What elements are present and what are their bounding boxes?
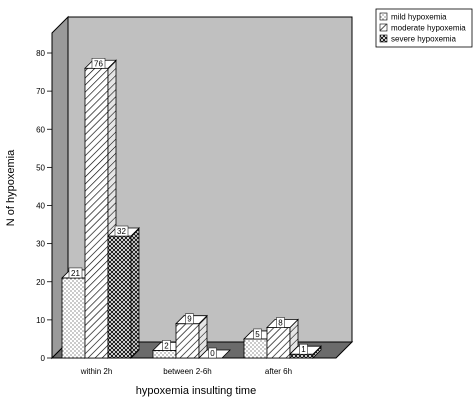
value-label-box [114, 225, 129, 237]
y-axis-label: N of hypoxemia [5, 149, 17, 226]
value-label-box [68, 267, 83, 279]
value-label-box [91, 58, 106, 69]
x-tick-label: within 2h [80, 367, 113, 376]
y-tick-label: 80 [36, 49, 45, 58]
legend-swatch [379, 23, 388, 32]
y-tick-label: 50 [36, 163, 45, 172]
value-label-box [299, 343, 308, 355]
legend-frame [375, 8, 473, 48]
y-tick-label: 60 [36, 125, 45, 134]
x-axis: within 2h between 2-6h after 6h [80, 367, 292, 376]
value-labels: 21 76 32 2 9 0 5 8 1 [68, 58, 308, 359]
bar-front [61, 277, 86, 359]
legend-swatch [379, 12, 388, 21]
y-tick-label: 40 [36, 202, 45, 211]
x-tick-label: after 6h [265, 367, 292, 376]
y-axis: 0 10 20 30 40 50 60 70 80 [36, 33, 53, 363]
value-label-box [253, 328, 262, 340]
bar-front [243, 338, 268, 359]
value-label-box [185, 313, 194, 324]
legend: mild hypoxemia moderate hypoxemia severe h… [375, 8, 473, 48]
bar-front [289, 353, 314, 359]
x-axis-label: hypoxemia insulting time [136, 385, 256, 397]
bar-front [152, 349, 177, 359]
bar-front [84, 67, 109, 359]
legend-entry: severe hypoxemia [391, 35, 456, 44]
value-label: 1 [301, 345, 306, 354]
y-tick-label: 0 [41, 354, 46, 363]
bar-front [266, 327, 291, 359]
y-tick-label: 20 [36, 278, 45, 287]
y-tick-label: 30 [36, 240, 45, 249]
value-label: 9 [187, 315, 192, 324]
bar-1-1 [175, 314, 208, 359]
value-label: 2 [164, 341, 169, 350]
bar-side [130, 227, 140, 359]
value-label-box [276, 317, 285, 328]
value-label-box [208, 347, 217, 359]
bar-front [107, 235, 132, 359]
value-label: 0 [210, 349, 215, 358]
legend-entry: moderate hypoxemia [391, 24, 466, 33]
legend-swatch [379, 34, 388, 43]
value-label: 32 [117, 227, 126, 236]
bar-front [175, 323, 200, 359]
value-label: 5 [255, 330, 260, 339]
y-tick-label: 70 [36, 87, 45, 96]
value-label: 21 [71, 269, 80, 278]
legend-entry: mild hypoxemia [391, 13, 447, 22]
value-label: 76 [94, 59, 103, 68]
bar-2-0 [107, 227, 140, 359]
value-label: 8 [278, 319, 283, 328]
x-tick-label: between 2-6h [163, 367, 211, 376]
y-tick-label: 10 [36, 316, 45, 325]
value-label-box [162, 340, 171, 351]
